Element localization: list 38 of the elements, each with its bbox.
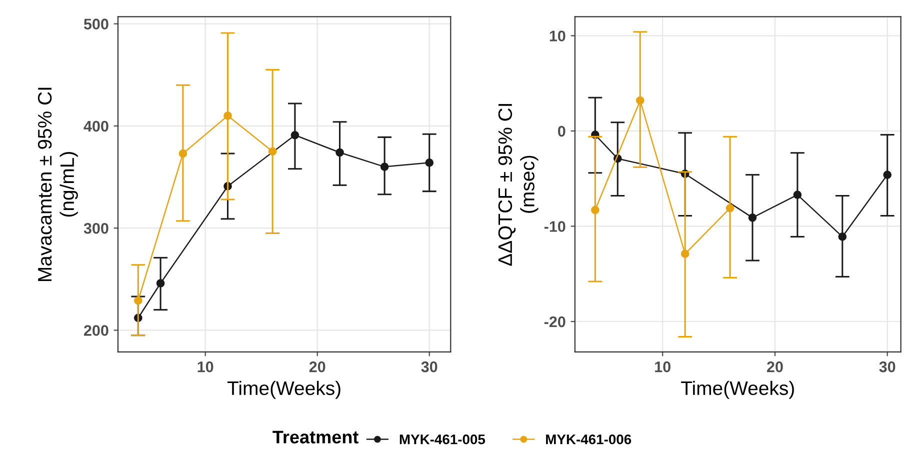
y-tick-label: 500 <box>84 18 108 30</box>
legend-title: Treatment <box>272 430 358 444</box>
point <box>336 148 344 157</box>
y-tick-label: 0 <box>558 126 566 137</box>
point <box>425 158 434 167</box>
point <box>380 162 389 171</box>
y-tick-label: 10 <box>550 30 566 42</box>
x-tick-label: 20 <box>309 361 326 372</box>
point <box>680 250 690 258</box>
y-axis-title: ΔΔQTCF ± 95% CI (msec) <box>498 104 538 266</box>
x-tick-label: 30 <box>421 361 438 372</box>
y-axis-title: Mavacamten ± 95% CI (ng/mL) <box>38 88 78 281</box>
x-axis-title: Time(Weeks) <box>681 380 794 399</box>
point <box>726 204 734 212</box>
point <box>591 206 600 214</box>
x-tick-label: 10 <box>198 361 214 372</box>
x-tick-label: 10 <box>655 361 670 372</box>
x-axis-title: Time(Weeks) <box>227 380 340 399</box>
point <box>290 130 300 140</box>
point <box>793 190 802 199</box>
legend-label: MYK-461-005 <box>400 434 486 444</box>
point <box>748 213 757 222</box>
legend-label: MYK-461-006 <box>546 434 632 444</box>
point <box>178 149 188 158</box>
x-tick-label: 20 <box>767 361 783 372</box>
y-tick-label: -20 <box>544 316 566 328</box>
y-tick-label: 300 <box>84 222 108 234</box>
point <box>636 96 644 105</box>
y-tick-label: 400 <box>84 120 108 132</box>
x-tick-label: 30 <box>879 361 896 372</box>
point <box>838 232 847 241</box>
y-tick-label: -10 <box>544 221 566 232</box>
y-tick-label: 200 <box>84 325 108 336</box>
point <box>156 279 165 288</box>
point <box>224 112 232 120</box>
point <box>883 170 892 179</box>
point <box>134 296 142 305</box>
point <box>268 147 277 156</box>
